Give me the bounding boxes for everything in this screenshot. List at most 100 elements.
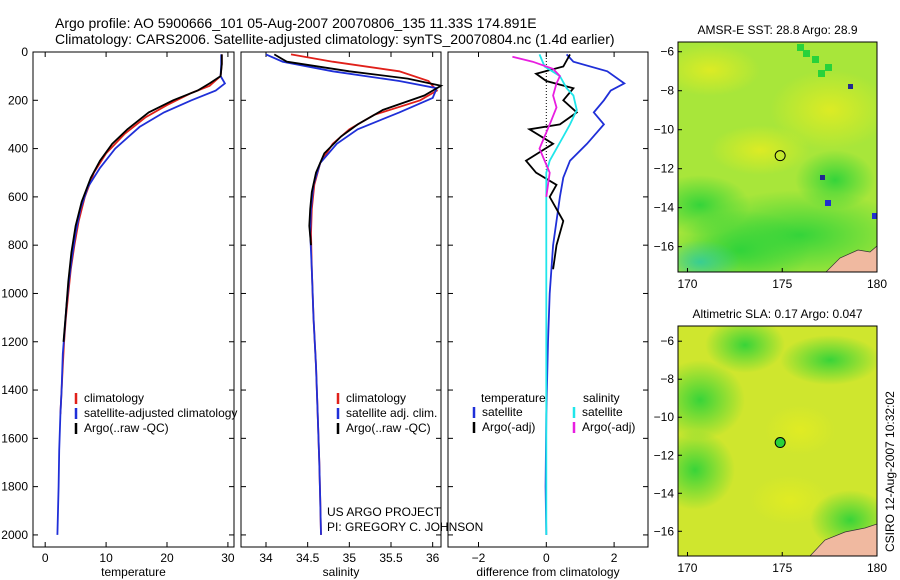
series-line-1 bbox=[265, 53, 439, 535]
y-tick-label: 1400 bbox=[1, 383, 28, 397]
legend-heading: salinity bbox=[583, 391, 620, 405]
sla-anomaly-patch bbox=[678, 360, 745, 440]
y-tick-label: −10 bbox=[654, 123, 675, 137]
x-tick-label: 34.5 bbox=[296, 551, 320, 565]
x-tick-label: 10 bbox=[99, 551, 113, 565]
coastline bbox=[825, 245, 877, 272]
legend-label: Argo(-adj) bbox=[582, 420, 635, 434]
x-tick-label: 180 bbox=[867, 277, 887, 291]
legend-label: Argo(..raw -QC) bbox=[84, 421, 169, 435]
x-tick-label: 20 bbox=[160, 551, 174, 565]
y-tick-label: −12 bbox=[654, 448, 675, 462]
sst-anomaly-patch bbox=[770, 70, 877, 150]
missing-data-cell bbox=[820, 175, 825, 180]
y-tick-label: −8 bbox=[660, 372, 674, 386]
map-field bbox=[678, 326, 877, 556]
plot-frame bbox=[240, 51, 442, 548]
x-tick-label: 36 bbox=[426, 551, 440, 565]
argo-position-marker bbox=[774, 150, 786, 162]
series-line-1 bbox=[524, 53, 579, 270]
y-tick-label: 1000 bbox=[1, 286, 28, 300]
map-title: Altimetric SLA: 0.17 Argo: 0.047 bbox=[692, 307, 862, 321]
missing-data-cell bbox=[825, 200, 831, 206]
x-axis-label: temperature bbox=[101, 565, 166, 579]
map-panel-sst: 170 175 180 −6 −8 −10 −12 −14 −16 AMSR-E SST: 28.… bbox=[654, 23, 888, 291]
x-tick-label: −2 bbox=[472, 551, 486, 565]
y-tick-label: 1600 bbox=[1, 431, 28, 445]
x-tick-label: 175 bbox=[772, 561, 792, 575]
legend-heading: temperature bbox=[481, 391, 546, 405]
x-tick-label: 34 bbox=[259, 551, 273, 565]
y-tick-label: −14 bbox=[654, 486, 675, 500]
series-line-2 bbox=[273, 53, 444, 246]
y-tick-label: 0 bbox=[21, 45, 28, 59]
credit-pi: PI: GREGORY C. JOHNSON bbox=[327, 520, 484, 534]
series-line-2 bbox=[538, 54, 578, 535]
figure-title-line1: Argo profile: AO 5900666_101 05-Aug-2007… bbox=[55, 15, 537, 31]
y-tick-label: 2000 bbox=[1, 528, 28, 542]
x-tick-label: 30 bbox=[221, 551, 235, 565]
data-cell bbox=[825, 64, 832, 71]
legend-label: satellite bbox=[582, 405, 623, 419]
data-cell bbox=[818, 70, 825, 77]
y-tick-label: −6 bbox=[660, 45, 674, 59]
data-cell bbox=[797, 44, 804, 51]
y-tick-label: 600 bbox=[8, 190, 28, 204]
legend-label: satellite-adjusted climatology bbox=[84, 406, 237, 420]
series-line-0 bbox=[544, 53, 627, 535]
map-title: AMSR-E SST: 28.8 Argo: 28.9 bbox=[697, 23, 857, 37]
x-tick-label: 35 bbox=[343, 551, 357, 565]
legend-label: Argo(..raw -QC) bbox=[346, 421, 431, 435]
credit-project: US ARGO PROJECT bbox=[327, 505, 442, 519]
figure-title-line2: Climatology: CARS2006. Satellite-adjuste… bbox=[55, 31, 615, 47]
x-tick-label: 170 bbox=[677, 561, 697, 575]
sst-anomaly-patch bbox=[678, 44, 760, 96]
profile-panel-sal: 34 34.5 35 35.5 36 salinity bbox=[240, 51, 444, 579]
x-tick-label: 175 bbox=[772, 277, 792, 291]
argo-position-marker bbox=[774, 437, 786, 449]
series-line-3 bbox=[512, 55, 561, 198]
y-tick-label: 800 bbox=[8, 238, 28, 252]
sst-anomaly-patch bbox=[678, 240, 740, 272]
data-cell bbox=[812, 56, 819, 63]
x-axis-label: salinity bbox=[323, 565, 360, 579]
map-frame bbox=[677, 325, 878, 557]
map-field bbox=[678, 42, 877, 272]
legend-label: Argo(-adj) bbox=[482, 420, 535, 434]
x-tick-label: 0 bbox=[543, 551, 550, 565]
series-line-2 bbox=[62, 54, 223, 342]
data-cell bbox=[803, 50, 810, 57]
sla-anomaly-patch bbox=[780, 335, 877, 385]
y-tick-label: 1200 bbox=[1, 335, 28, 349]
y-tick-label: −8 bbox=[660, 84, 674, 98]
plot-frame bbox=[447, 51, 649, 548]
profile-panel-temp: 0 10 20 30 0 200 400 600 800 1000 1200 1400 1600 1800… bbox=[1, 45, 235, 579]
x-tick-label: 2 bbox=[611, 551, 618, 565]
legend-label: climatology bbox=[84, 391, 144, 405]
sla-anomaly-patch bbox=[750, 475, 830, 525]
sla-anomaly-patch bbox=[765, 405, 835, 455]
legend-label: climatology bbox=[346, 391, 406, 405]
series-line-1 bbox=[56, 54, 227, 535]
y-tick-label: −10 bbox=[654, 410, 675, 424]
y-tick-label: −12 bbox=[654, 162, 675, 176]
y-tick-label: −16 bbox=[654, 240, 675, 254]
x-tick-label: 180 bbox=[867, 561, 887, 575]
x-axis-label: difference from climatology bbox=[476, 565, 619, 579]
y-tick-label: −16 bbox=[654, 524, 675, 538]
sla-anomaly-patch bbox=[705, 326, 785, 373]
map-panel-sla: 170 175 180 −6 −8 −10 −12 −14 −16 Altimetric SLA:… bbox=[654, 307, 888, 575]
x-tick-label: 170 bbox=[677, 277, 697, 291]
y-tick-label: −14 bbox=[654, 201, 675, 215]
missing-data-cell bbox=[848, 84, 853, 89]
y-tick-label: −6 bbox=[660, 334, 674, 348]
legend-label: satellite adj. clim. bbox=[346, 406, 437, 420]
x-tick-label: 35.5 bbox=[379, 551, 403, 565]
legend-label: satellite bbox=[482, 405, 523, 419]
sst-anomaly-patch bbox=[710, 125, 810, 175]
sla-anomaly-patch bbox=[678, 430, 735, 510]
side-timestamp-label: CSIRO 12-Aug-2007 10:32:02 bbox=[883, 391, 897, 552]
